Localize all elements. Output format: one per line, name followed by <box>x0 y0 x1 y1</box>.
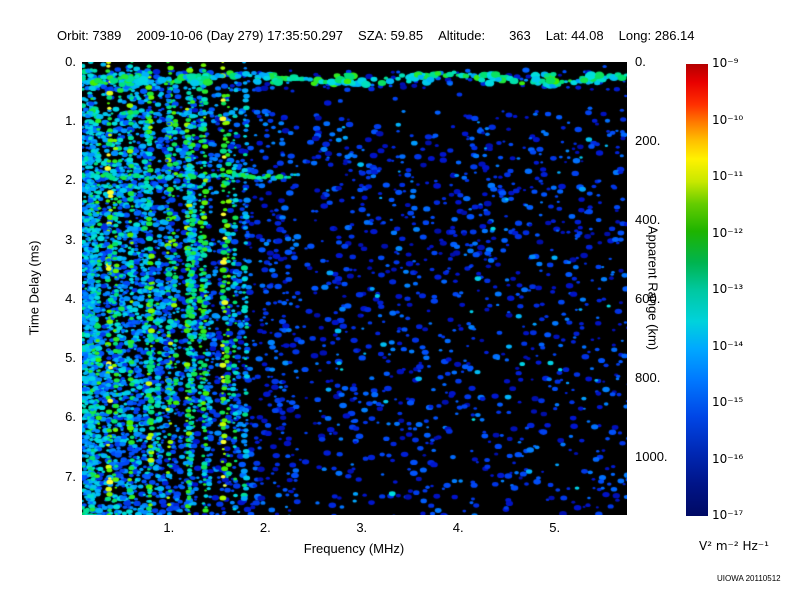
datetime-field: 2009-10-06 (Day 279) 17:35:50.297 <box>136 28 344 43</box>
colorbar <box>686 64 708 516</box>
y-left-tick-label: 5. <box>65 350 76 366</box>
y-left-tick-label: 4. <box>65 290 76 306</box>
x-axis-label: Frequency (MHz) <box>303 541 405 556</box>
colorbar-tick-label: 10⁻⁹ <box>712 56 739 70</box>
y-right-tick-label: 800. <box>635 369 661 385</box>
altitude-label: Altitude: <box>438 28 486 43</box>
y-axis-label-left: Time Delay (ms) <box>26 240 42 336</box>
x-tick-label: 4. <box>452 520 464 535</box>
spectrogram-canvas <box>82 62 627 515</box>
y-left-tick-label: 3. <box>65 231 76 247</box>
colorbar-tick-label: 10⁻¹⁶ <box>712 451 744 466</box>
colorbar-tick-label: 10⁻¹⁰ <box>712 112 744 127</box>
colorbar-tick-label: 10⁻¹² <box>712 225 744 240</box>
x-tick-label: 5. <box>549 520 561 535</box>
y-left-tick-label: 2. <box>65 172 76 188</box>
credit-text: UIOWA 20110512 <box>717 574 781 583</box>
sza-field: SZA: 59.85 <box>358 28 424 43</box>
y-right-tick-label: 0. <box>635 54 646 69</box>
altitude-field: Altitude: 363 <box>438 28 531 43</box>
x-tick-label: 1. <box>163 520 175 535</box>
x-tick-label: 3. <box>356 520 368 535</box>
colorbar-tick-label: 10⁻¹¹ <box>712 169 744 183</box>
colorbar-tick-label: 10⁻¹⁴ <box>712 338 744 353</box>
long-field: Long: 286.14 <box>618 28 695 43</box>
spectrogram-plot <box>82 62 627 515</box>
y-left-tick-label: 6. <box>65 409 76 425</box>
header-info: Orbit: 7389 2009-10-06 (Day 279) 17:35:5… <box>57 28 695 43</box>
orbit-field: Orbit: 7389 <box>57 28 122 43</box>
y-right-tick-label: 600. <box>635 290 661 306</box>
x-tick-label: 2. <box>259 520 271 535</box>
y-right-tick-label: 1000. <box>635 448 668 464</box>
y-left-tick-label: 0. <box>65 54 76 69</box>
y-left-tick-label: 1. <box>65 113 76 129</box>
y-right-tick-label: 200. <box>635 132 661 148</box>
lat-field: Lat: 44.08 <box>545 28 604 43</box>
colorbar-tick-label: 10⁻¹³ <box>712 282 744 296</box>
y-axis-label-right: Apparent Range (km) <box>645 225 661 351</box>
colorbar-units: V² m⁻² Hz⁻¹ <box>699 539 769 553</box>
y-left-tick-label: 7. <box>65 468 76 484</box>
colorbar-tick-label: 10⁻¹⁷ <box>712 508 744 522</box>
colorbar-tick-label: 10⁻¹⁵ <box>712 395 744 409</box>
y-right-tick-label: 400. <box>635 211 661 227</box>
altitude-value: 363 <box>509 28 531 43</box>
